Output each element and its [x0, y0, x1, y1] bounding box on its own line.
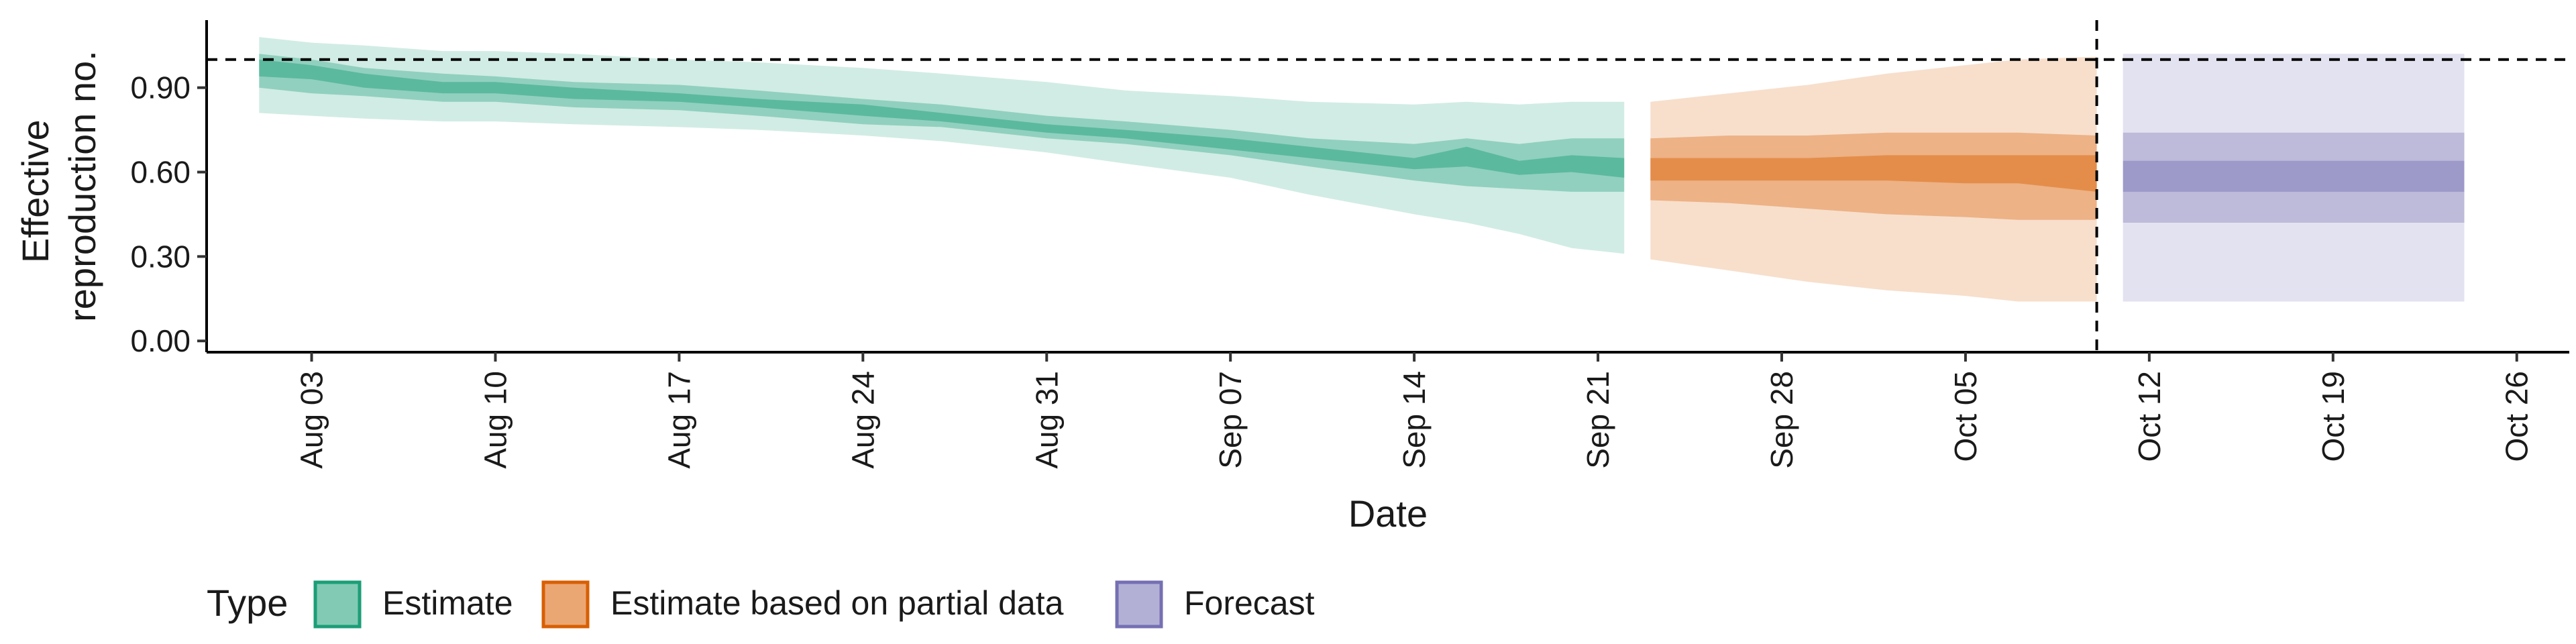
forecast-ci50-band — [2123, 132, 2465, 223]
x-tick-label: Aug 10 — [478, 371, 513, 469]
y-tick-label: 0.30 — [130, 239, 191, 274]
ribbon-layer — [259, 37, 2465, 302]
x-tick-label: Aug 31 — [1029, 371, 1064, 469]
x-tick-label: Aug 17 — [661, 371, 696, 469]
x-tick-label: Oct 12 — [2132, 371, 2167, 462]
x-tick-layer: Aug 03 Aug 10 Aug 17 Aug 24 Aug 31 Sep 07 Sep … — [294, 352, 2534, 469]
y-axis-title: Effective reproduction no. — [14, 50, 103, 322]
legend-key-estimate — [313, 580, 362, 629]
x-tick-label: Sep 28 — [1764, 371, 1799, 469]
y-tick-label: 0.00 — [130, 323, 191, 358]
legend: Type Estimate Estimate based on partial d… — [207, 580, 1315, 629]
forecast-ci20-band — [2123, 160, 2465, 192]
axes-layer — [205, 20, 2569, 354]
forecast-ci90-band — [2123, 54, 2465, 302]
x-tick-label: Sep 07 — [1213, 371, 1248, 469]
legend-label-forecast: Forecast — [1184, 584, 1315, 622]
x-tick-label: Oct 05 — [1948, 371, 1983, 462]
legend-key-forecast — [1115, 580, 1163, 629]
partial-ci90-band — [1650, 56, 2097, 302]
x-tick-label: Oct 19 — [2316, 371, 2351, 462]
legend-key-partial — [541, 580, 590, 629]
x-tick-label: Oct 26 — [2500, 371, 2534, 462]
y-tick-layer: 0.00 0.30 0.60 0.90 — [130, 70, 207, 358]
y-axis-title-line-1: Effective — [14, 119, 56, 263]
estimate-ci20-band — [259, 59, 1625, 178]
partial-ci50-band — [1650, 132, 2097, 220]
estimate-ci50-band — [259, 54, 1625, 192]
y-axis-title-line-2: reproduction no. — [61, 50, 103, 322]
x-tick-label: Aug 03 — [294, 371, 329, 469]
estimate-ci90-band — [259, 37, 1625, 254]
legend-title: Type — [207, 582, 288, 624]
legend-label-estimate: Estimate — [382, 584, 513, 622]
y-tick-label: 0.60 — [130, 155, 191, 190]
x-tick-label: Aug 24 — [845, 371, 880, 469]
partial-ci20-band — [1650, 155, 2097, 192]
y-tick-label: 0.90 — [130, 70, 191, 105]
legend-label-partial: Estimate based on partial data — [610, 584, 1064, 622]
x-axis-title: Date — [1348, 492, 1428, 535]
x-tick-label: Sep 21 — [1580, 371, 1615, 469]
x-tick-label: Sep 14 — [1397, 371, 1432, 469]
